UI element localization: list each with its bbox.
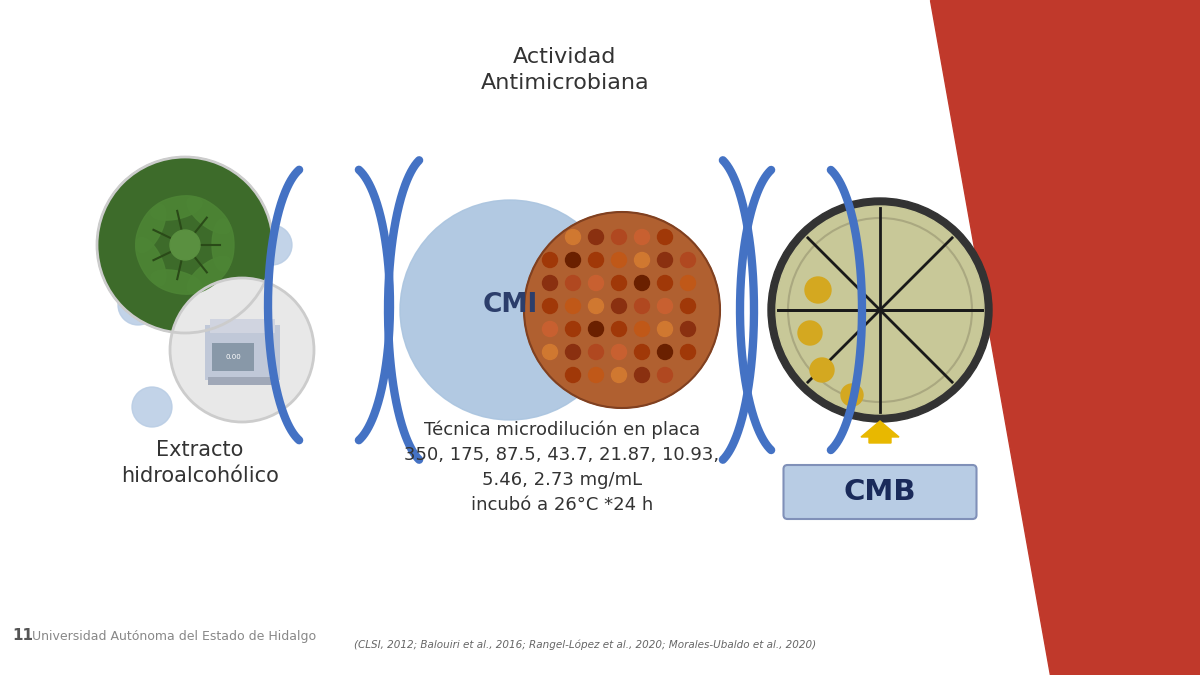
Circle shape (542, 298, 558, 313)
Ellipse shape (136, 205, 166, 252)
Text: (CLSI, 2012; Balouiri et al., 2016; Rangel-López et al., 2020; Morales-Ubaldo et: (CLSI, 2012; Balouiri et al., 2016; Rang… (354, 639, 816, 650)
Text: 0.00: 0.00 (226, 354, 241, 360)
Circle shape (658, 230, 672, 244)
Circle shape (841, 384, 863, 406)
Bar (205, 325, 280, 380)
Polygon shape (930, 0, 1200, 675)
Circle shape (680, 344, 696, 360)
Circle shape (118, 285, 158, 325)
Text: Actividad
Antimicrobiana: Actividad Antimicrobiana (481, 47, 649, 93)
Circle shape (612, 344, 626, 360)
Ellipse shape (187, 256, 230, 293)
Circle shape (680, 275, 696, 290)
Circle shape (768, 198, 992, 422)
Circle shape (658, 367, 672, 383)
Circle shape (798, 321, 822, 345)
FancyBboxPatch shape (784, 465, 977, 519)
Circle shape (588, 298, 604, 313)
Ellipse shape (212, 219, 234, 271)
Circle shape (635, 321, 649, 337)
Circle shape (588, 321, 604, 337)
Circle shape (248, 365, 288, 405)
Circle shape (612, 367, 626, 383)
Circle shape (635, 298, 649, 313)
Circle shape (612, 252, 626, 267)
Ellipse shape (151, 270, 202, 294)
Circle shape (680, 321, 696, 337)
Circle shape (612, 230, 626, 244)
Circle shape (635, 252, 649, 267)
Ellipse shape (187, 197, 230, 234)
Circle shape (565, 298, 581, 313)
Circle shape (542, 344, 558, 360)
Circle shape (635, 275, 649, 290)
Text: 11: 11 (12, 628, 34, 643)
Circle shape (588, 230, 604, 244)
Text: CMI: CMI (482, 292, 538, 318)
Circle shape (658, 252, 672, 267)
Circle shape (542, 275, 558, 290)
Circle shape (612, 298, 626, 313)
Text: CMB: CMB (844, 478, 917, 506)
Circle shape (170, 278, 314, 422)
Ellipse shape (136, 238, 166, 286)
Circle shape (542, 321, 558, 337)
Circle shape (97, 157, 274, 333)
Circle shape (635, 230, 649, 244)
Circle shape (588, 252, 604, 267)
Bar (208, 377, 278, 385)
Circle shape (658, 321, 672, 337)
Circle shape (588, 275, 604, 290)
Text: Universidad Autónoma del Estado de Hidalgo: Universidad Autónoma del Estado de Hidal… (32, 630, 316, 643)
Circle shape (612, 321, 626, 337)
Circle shape (658, 344, 672, 360)
FancyArrow shape (862, 421, 899, 443)
Circle shape (565, 230, 581, 244)
Text: Técnica microdilución en placa
350, 175, 87.5, 43.7, 21.87, 10.93,
5.46, 2.73 mg: Técnica microdilución en placa 350, 175,… (404, 421, 720, 514)
Circle shape (565, 321, 581, 337)
Circle shape (658, 275, 672, 290)
Bar (212, 343, 254, 371)
Circle shape (810, 358, 834, 382)
Circle shape (658, 298, 672, 313)
Circle shape (542, 252, 558, 267)
Circle shape (588, 344, 604, 360)
Circle shape (400, 200, 620, 420)
Circle shape (170, 230, 200, 260)
Circle shape (565, 344, 581, 360)
Text: Extracto
hidroalcohólico: Extracto hidroalcohólico (121, 440, 278, 486)
Circle shape (612, 275, 626, 290)
Circle shape (565, 252, 581, 267)
Circle shape (680, 252, 696, 267)
Circle shape (132, 387, 172, 427)
Circle shape (635, 344, 649, 360)
Circle shape (252, 225, 292, 265)
Circle shape (565, 275, 581, 290)
Circle shape (588, 367, 604, 383)
Circle shape (805, 277, 830, 303)
Circle shape (635, 367, 649, 383)
Circle shape (524, 212, 720, 408)
Circle shape (565, 367, 581, 383)
Bar (210, 319, 275, 333)
Circle shape (680, 298, 696, 313)
Circle shape (776, 206, 984, 414)
Ellipse shape (151, 196, 202, 220)
